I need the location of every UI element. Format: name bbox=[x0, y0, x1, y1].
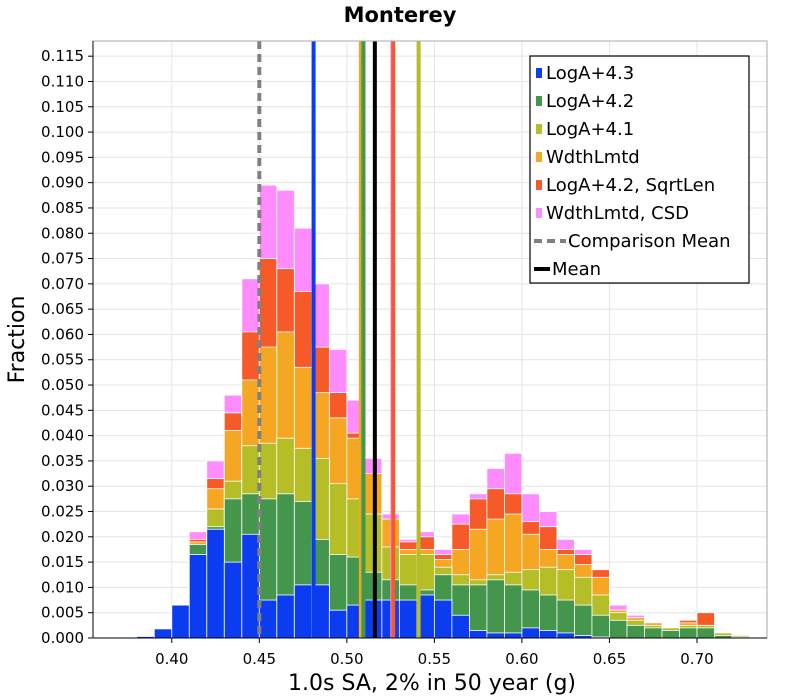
bar-loga-4-2 bbox=[574, 604, 593, 639]
legend-label-loga-4-3: LogA+4.3 bbox=[546, 63, 634, 84]
bar-loga-4-3 bbox=[188, 554, 208, 639]
legend-label-loga-4-1: LogA+4.1 bbox=[546, 119, 634, 140]
y-tick-label: 0.105 bbox=[41, 98, 84, 116]
bar-loga-4-2 bbox=[696, 627, 715, 639]
legend-swatch-loga-4-3 bbox=[536, 68, 542, 78]
y-tick-label: 0.090 bbox=[41, 174, 84, 192]
bar-loga-4-2 bbox=[556, 599, 575, 639]
y-tick-label: 0.045 bbox=[41, 401, 84, 419]
y-tick-label: 0.085 bbox=[41, 199, 84, 217]
y-tick-label: 0.055 bbox=[41, 351, 84, 369]
legend-swatch-wdthlmtd bbox=[536, 152, 542, 162]
bar-loga-4-3 bbox=[468, 630, 488, 639]
legend-label-mean: Mean bbox=[552, 259, 601, 280]
axes-layer: 0.000 0.005 0.010 0.015 0.020 0.025 0.030 0.035… bbox=[41, 40, 768, 668]
y-tick-label: 0.030 bbox=[41, 477, 84, 495]
bar-loga-4-3 bbox=[486, 632, 505, 639]
legend-label-wdthlmtd: WdthLmtd bbox=[546, 147, 640, 168]
legend-box bbox=[529, 55, 750, 284]
bar-loga-4-3 bbox=[521, 627, 540, 639]
y-tick-label: 0.070 bbox=[41, 275, 84, 293]
x-tick-label: 0.60 bbox=[505, 650, 538, 668]
bar-loga-4-2 bbox=[644, 627, 663, 639]
bar-loga-4-2 bbox=[591, 614, 610, 639]
bar-loga-4-2 bbox=[661, 630, 680, 639]
bar-loga-4-3 bbox=[556, 632, 575, 639]
y-tick-label: 0.010 bbox=[41, 578, 84, 596]
bar-loga-4-2 bbox=[609, 619, 628, 639]
y-tick-label: 0.015 bbox=[41, 553, 84, 571]
bar-loga-4-3 bbox=[328, 609, 348, 639]
legend: LogA+4.3 LogA+4.2 LogA+4.1 WdthLmtd LogA+4.2… bbox=[529, 55, 750, 284]
y-tick-label: 0.005 bbox=[41, 604, 84, 622]
bar-loga-4-3 bbox=[223, 561, 243, 639]
legend-label-loga-4-2-sqrtlen: LogA+4.2, SqrtLen bbox=[546, 175, 715, 196]
y-tick-label: 0.080 bbox=[41, 224, 84, 242]
y-tick-label: 0.075 bbox=[41, 250, 84, 268]
x-axis-label: 1.0s SA, 2% in 50 year (g) bbox=[288, 671, 576, 696]
y-tick-label: 0.020 bbox=[41, 528, 84, 546]
legend-swatch-loga-4-1 bbox=[536, 124, 542, 134]
legend-swatch-loga-4-2-sqrtlen bbox=[536, 180, 542, 190]
bar-loga-4-2 bbox=[504, 584, 523, 639]
bar-loga-4-2 bbox=[679, 627, 698, 639]
y-tick-label: 0.100 bbox=[41, 123, 84, 141]
chart-title: Monterey bbox=[344, 3, 457, 27]
x-tick-label: 0.55 bbox=[418, 650, 451, 668]
bar-loga-4-3 bbox=[398, 599, 418, 639]
x-tick-label: 0.50 bbox=[330, 650, 363, 668]
y-tick-label: 0.065 bbox=[41, 300, 84, 318]
bar-loga-4-3 bbox=[171, 604, 190, 639]
bars-layer bbox=[136, 184, 750, 639]
legend-label-loga-4-2: LogA+4.2 bbox=[546, 91, 634, 112]
mean-lines-layer bbox=[257, 41, 421, 638]
bar-loga-4-2 bbox=[626, 624, 645, 639]
y-tick-label: 0.110 bbox=[41, 72, 84, 90]
x-tick-label: 0.65 bbox=[593, 650, 626, 668]
x-tick-label: 0.40 bbox=[155, 650, 188, 668]
y-tick-label: 0.035 bbox=[41, 452, 84, 470]
bar-loga-4-3 bbox=[206, 528, 225, 639]
y-tick-label: 0.115 bbox=[41, 47, 84, 65]
legend-label-comparison-mean: Comparison Mean bbox=[568, 231, 731, 252]
y-tick-label: 0.000 bbox=[41, 629, 84, 647]
legend-swatch-wdthlmtd-csd bbox=[536, 208, 542, 218]
bar-loga-4-3 bbox=[451, 614, 470, 639]
legend-label-wdthlmtd-csd: WdthLmtd, CSD bbox=[546, 203, 689, 224]
bar-loga-4-3 bbox=[241, 533, 260, 639]
bar-loga-4-3 bbox=[293, 584, 313, 639]
y-tick-label: 0.025 bbox=[41, 503, 84, 521]
y-tick-label: 0.095 bbox=[41, 148, 84, 166]
bar-loga-4-3 bbox=[153, 628, 173, 639]
y-tick-label: 0.050 bbox=[41, 376, 84, 394]
bar-loga-4-3 bbox=[504, 632, 523, 639]
y-axis-label: Fraction bbox=[5, 296, 30, 384]
x-tick-label: 0.70 bbox=[680, 650, 713, 668]
bar-loga-4-3 bbox=[258, 599, 278, 639]
bar-loga-4-2 bbox=[486, 579, 505, 639]
y-tick-label: 0.040 bbox=[41, 427, 84, 445]
bar-loga-4-3 bbox=[539, 630, 558, 639]
bar-loga-4-3 bbox=[276, 594, 295, 639]
legend-swatch-loga-4-2 bbox=[536, 96, 542, 106]
y-tick-label: 0.060 bbox=[41, 325, 84, 343]
x-tick-label: 0.45 bbox=[243, 650, 276, 668]
bar-loga-4-3 bbox=[433, 599, 453, 639]
